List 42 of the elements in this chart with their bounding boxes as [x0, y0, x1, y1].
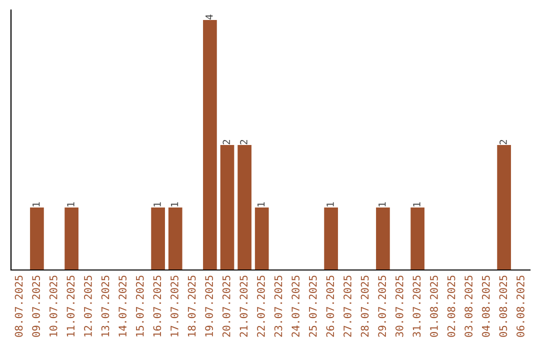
x-tick-label: 21.07.2025	[240, 276, 248, 337]
x-tick-label: 24.07.2025	[292, 276, 300, 337]
data-label: 1	[154, 202, 161, 206]
x-tick-label: 03.08.2025	[464, 276, 472, 337]
x-tick-label: 01.08.2025	[430, 276, 438, 337]
data-label: 1	[32, 202, 40, 206]
x-tick-label: 16.07.2025	[153, 276, 162, 336]
x-tick-label: 26.07.2025	[326, 276, 334, 337]
data-label: 1	[413, 202, 420, 206]
x-tick-label: 13.07.2025	[101, 276, 110, 336]
data-label: 2	[500, 140, 507, 144]
x-tick-label: 08.07.2025	[14, 276, 23, 337]
data-label: 1	[326, 202, 334, 206]
x-tick-label: 06.08.2025	[516, 276, 524, 337]
x-tick-label: 28.07.2025	[360, 276, 369, 337]
data-label: 2	[222, 140, 230, 144]
x-tick-label: 09.07.2025	[32, 276, 40, 337]
data-label: 1	[378, 202, 386, 206]
x-tick-label: 22.07.2025	[257, 276, 265, 337]
x-tick-label: 17.07.2025	[170, 276, 178, 336]
data-label: 4	[206, 14, 213, 20]
x-tick-label: 15.07.2025	[136, 276, 144, 336]
x-tick-label: 30.07.2025	[395, 276, 404, 337]
x-tick-label: 14.07.2025	[118, 276, 126, 336]
x-tick-label: 05.08.2025	[499, 276, 508, 337]
x-tick-label: 29.07.2025	[378, 276, 386, 337]
x-tick-label: 23.07.2025	[274, 276, 282, 337]
x-tick-label: 18.07.2025	[188, 276, 196, 336]
x-tick-label: 19.07.2025	[205, 276, 213, 336]
data-label: 1	[67, 202, 74, 206]
x-tick-label: 11.07.2025	[66, 276, 75, 336]
x-tick-label: 10.07.2025	[49, 276, 58, 336]
x-tick-label: 25.07.2025	[308, 276, 317, 337]
x-tick-label: 04.08.2025	[482, 276, 490, 337]
x-tick-label: 20.07.2025	[222, 276, 230, 337]
data-label: 1	[257, 202, 265, 206]
x-tick-label: 02.08.2025	[447, 276, 456, 337]
x-tick-label: 27.07.2025	[344, 276, 352, 337]
x-tick-label: 31.07.2025	[412, 276, 421, 337]
data-label: 1	[170, 202, 178, 206]
data-label: 2	[240, 140, 248, 144]
x-tick-label: 12.07.2025	[84, 276, 92, 336]
